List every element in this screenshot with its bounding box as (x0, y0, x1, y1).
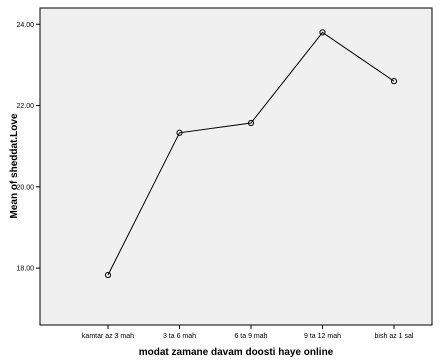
data-point (247, 119, 255, 127)
x-tick-label: 3 ta 6 mah (163, 333, 196, 340)
data-point (390, 78, 398, 85)
y-tick-label: 22.00 (16, 103, 34, 110)
y-axis-ticks: 18.00 20.00 22.00 24.00 (16, 22, 40, 273)
x-tick-label: 9 ta 12 mah (304, 333, 341, 340)
x-tick-label: bish az 1 sal (375, 333, 414, 340)
x-axis-ticks: kamtar az 3 mah 3 ta 6 mah 6 ta 9 mah 9 ta … (82, 325, 414, 340)
y-axis-title: Mean of sheddat.Love (9, 113, 20, 218)
series-layer (104, 29, 398, 279)
series-line (107, 31, 395, 276)
data-point (104, 271, 112, 279)
plot-area (39, 7, 433, 326)
data-point (319, 29, 326, 36)
y-tick-label: 24.00 (16, 22, 34, 29)
y-tick-label: 20.00 (16, 184, 34, 191)
x-tick-label: kamtar az 3 mah (82, 333, 134, 340)
y-tick-label: 18.00 (16, 266, 34, 273)
data-point (176, 129, 183, 136)
x-tick-label: 6 ta 9 mah (234, 333, 267, 340)
x-axis-title: modat zamane davam doosti haye online (139, 347, 334, 358)
